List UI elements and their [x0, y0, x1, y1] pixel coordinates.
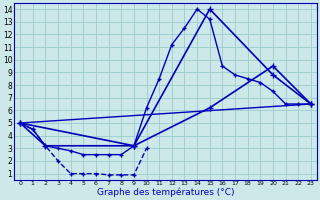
X-axis label: Graphe des températures (°C): Graphe des températures (°C) — [97, 188, 234, 197]
